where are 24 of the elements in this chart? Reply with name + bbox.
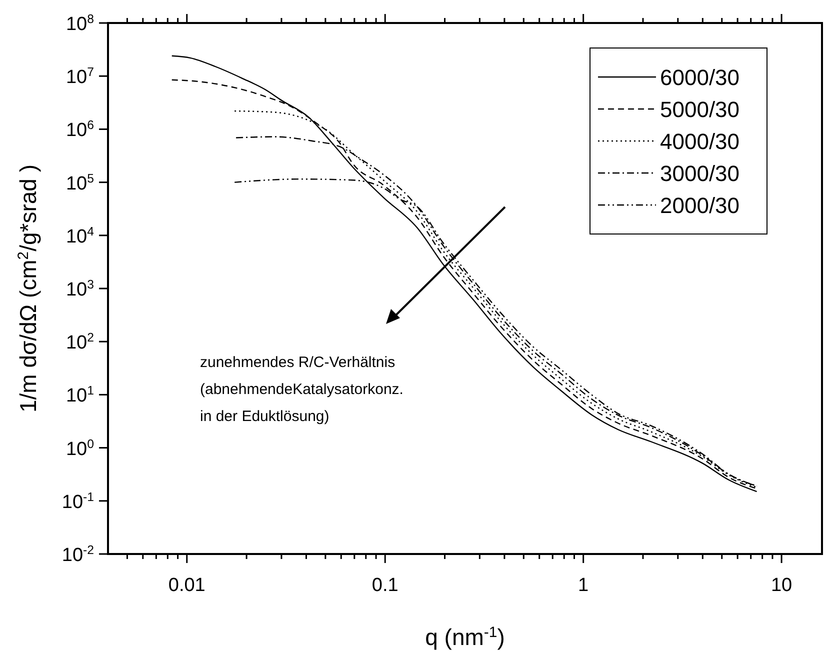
legend-label: 2000/30 bbox=[660, 193, 740, 218]
legend-label: 4000/30 bbox=[660, 129, 740, 154]
y-tick-label: 10$^{5}$ bbox=[66, 171, 94, 194]
x-tick-label: 0.01 bbox=[168, 575, 206, 596]
y-tick-label: 10$^{6}$ bbox=[66, 118, 94, 142]
legend-label: 3000/30 bbox=[660, 161, 740, 186]
y-tick-label: 10$^{7}$ bbox=[66, 65, 94, 88]
x-tick-label: 1 bbox=[578, 575, 589, 596]
y-tick-label: 10$^{0}$ bbox=[66, 436, 94, 460]
annotation: (abnehmendeKatalysatorkonz. bbox=[200, 381, 404, 398]
x-tick-label: 10 bbox=[770, 575, 792, 596]
y-tick-label: 10$^{-1}$ bbox=[62, 490, 94, 513]
y-tick-label: 10$^{4}$ bbox=[66, 224, 94, 248]
y-tick-label: 10$^{3}$ bbox=[66, 278, 94, 300]
x-axis-title: q (nm$^{-1}$) bbox=[425, 624, 505, 650]
annotation: zunehmendes R/C-Verhältnis bbox=[200, 354, 396, 371]
y-tick-label: 10$^{8}$ bbox=[66, 12, 94, 35]
x-tick-label: 0.1 bbox=[372, 575, 398, 596]
legend-label: 6000/30 bbox=[660, 65, 740, 90]
y-tick-label: 10$^{-2}$ bbox=[62, 543, 94, 566]
y-tick-label: 10$^{1}$ bbox=[66, 384, 94, 407]
y-tick-label: 10$^{2}$ bbox=[66, 330, 94, 354]
annotation: in der Eduktlösung) bbox=[200, 408, 330, 425]
legend-label: 5000/30 bbox=[660, 97, 740, 122]
